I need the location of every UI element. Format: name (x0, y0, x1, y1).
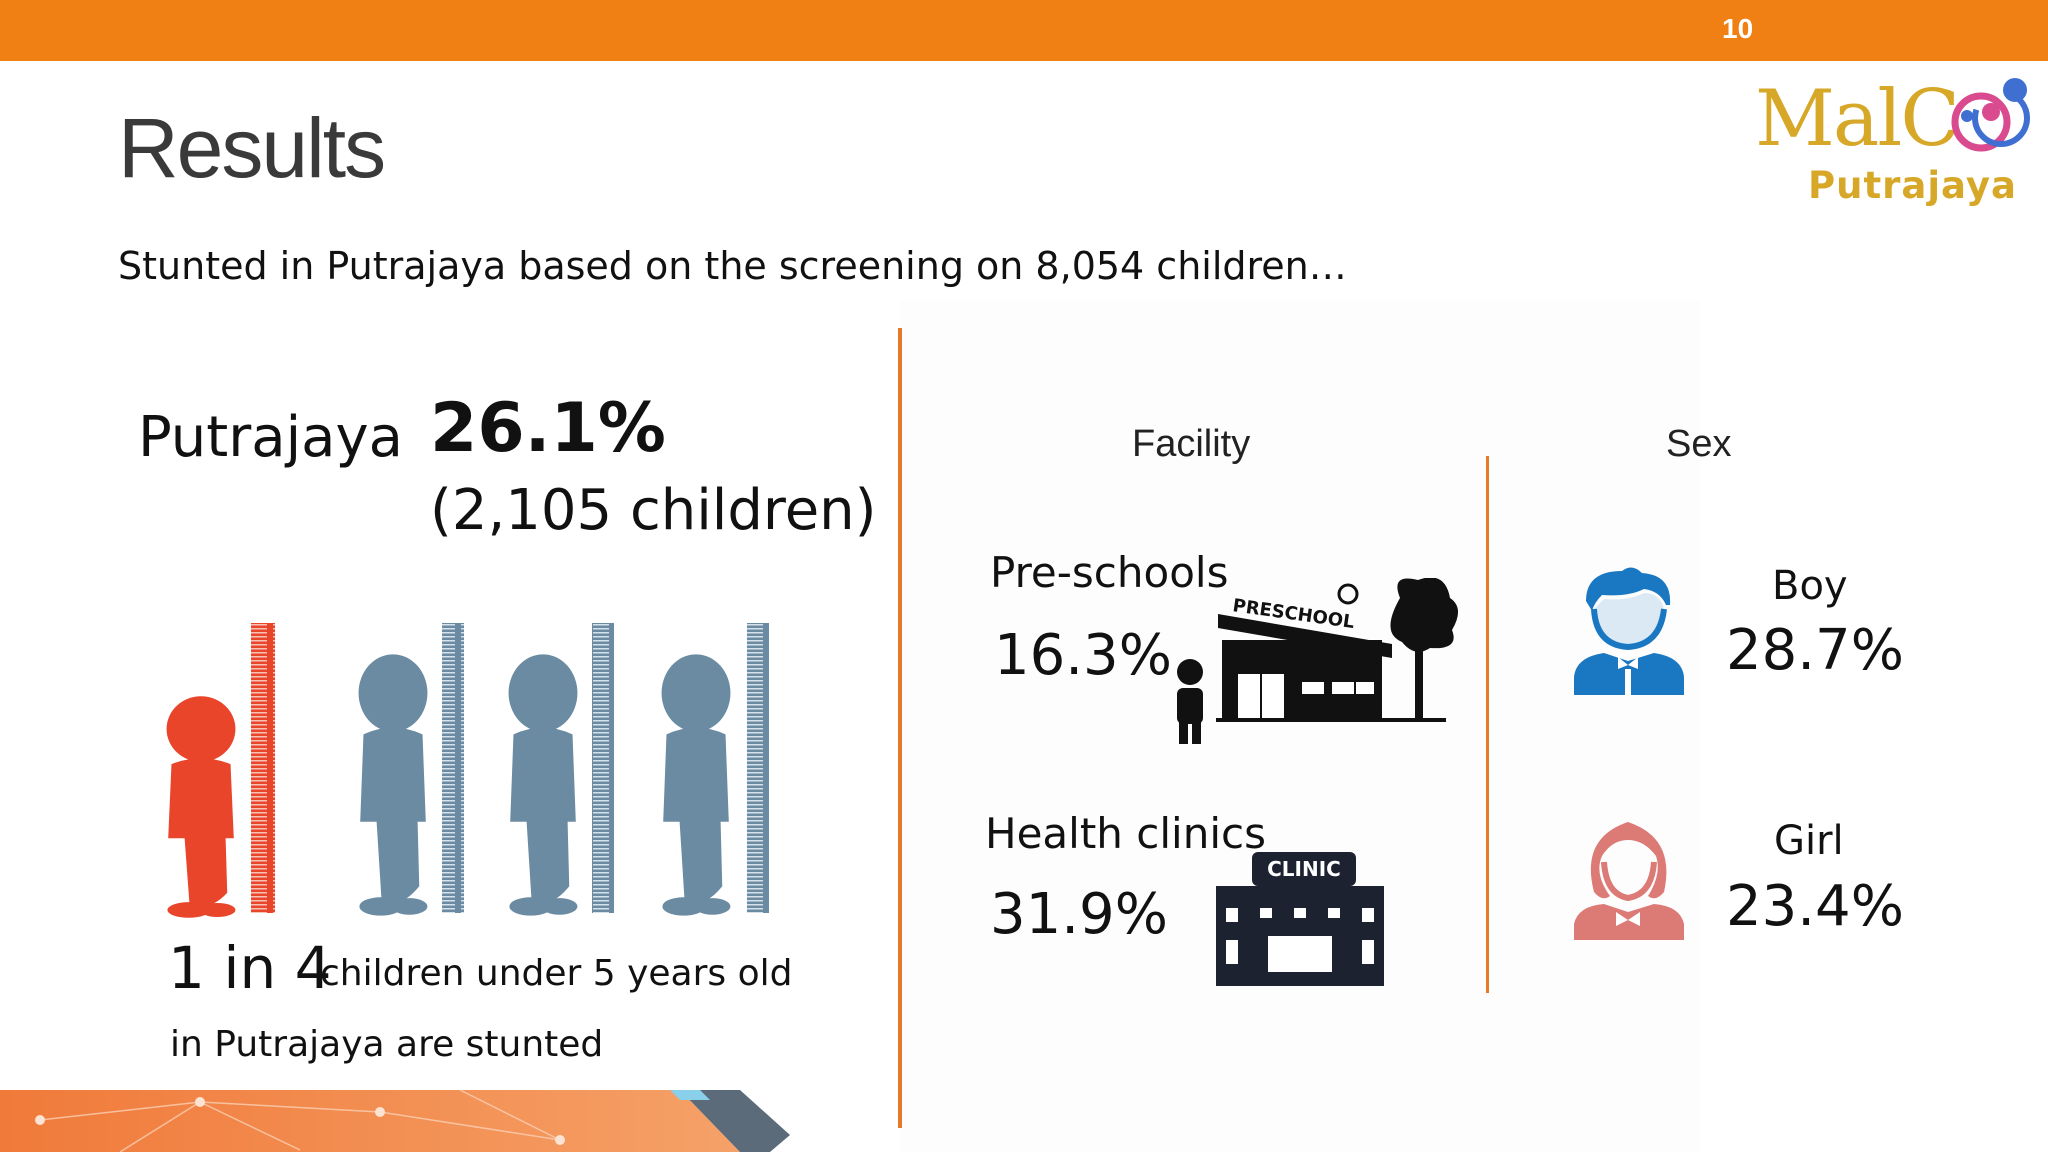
normal-child-ruler-1 (442, 623, 464, 913)
ratio-description-line2: in Putrajaya are stunted (170, 1024, 604, 1065)
logo-family-icon (1951, 78, 2030, 152)
facility-heading: Facility (1132, 423, 1251, 465)
boy-label: Boy (1772, 563, 1848, 609)
boy-value: 28.7% (1726, 618, 1904, 683)
clinic-sign-text: CLINIC (1267, 857, 1341, 881)
preschool-label: Pre-schools (990, 548, 1229, 597)
stunted-percentage: 26.1% (430, 389, 666, 468)
clinic-icon: CLINIC (1216, 852, 1384, 986)
preschool-icon: PRESCHOOL (1177, 578, 1458, 744)
boy-icon (1574, 567, 1684, 695)
normal-child-figure-2 (508, 654, 578, 916)
normal-child-figure-1 (358, 654, 428, 916)
health-clinic-label: Health clinics (985, 809, 1266, 858)
main-divider (898, 328, 902, 1128)
right-background-panel (900, 300, 1700, 1152)
ratio-description: children under 5 years old (320, 953, 793, 994)
girl-icon (1574, 822, 1684, 940)
malc-putrajaya-logo: MalC Putrajaya (1755, 74, 2035, 224)
page-number: 10 (1722, 13, 1754, 44)
stunted-child-ruler (251, 623, 275, 913)
top-bar (0, 0, 2048, 61)
logo-main-text: MalC (1755, 74, 1960, 164)
stunted-child-figure (166, 696, 236, 918)
girl-label: Girl (1774, 818, 1844, 864)
preschool-value: 16.3% (994, 623, 1172, 688)
normal-child-figure-3 (661, 654, 731, 916)
stunted-count: (2,105 children) (430, 478, 877, 543)
girl-value: 23.4% (1726, 874, 1904, 939)
health-clinic-value: 31.9% (990, 882, 1168, 947)
ratio-headline: 1 in 4 (168, 934, 332, 1002)
children-height-illustration (166, 623, 769, 918)
location-label: Putrajaya (138, 405, 403, 470)
normal-child-ruler-2 (592, 623, 614, 913)
bottom-decoration (0, 1090, 790, 1152)
normal-child-ruler-3 (747, 623, 769, 913)
logo-sub-text: Putrajaya (1808, 164, 2017, 207)
facility-sex-divider (1486, 456, 1489, 993)
slide-subtitle: Stunted in Putrajaya based on the screen… (118, 244, 1347, 288)
slide-title: Results (118, 101, 386, 195)
sex-heading: Sex (1666, 423, 1732, 465)
